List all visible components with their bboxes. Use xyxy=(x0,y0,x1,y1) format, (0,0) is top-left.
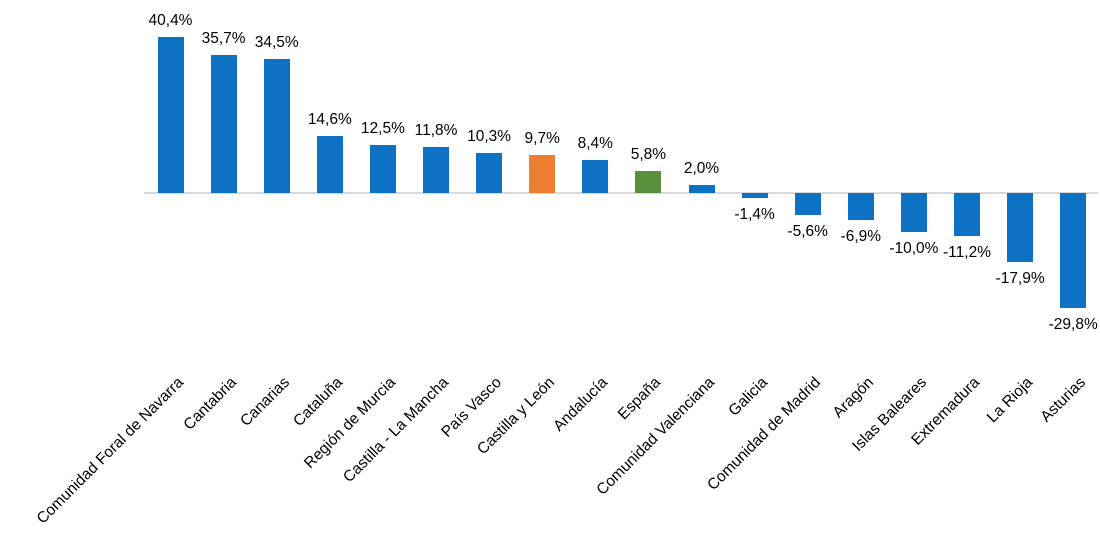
value-label: 34,5% xyxy=(254,34,299,52)
value-label: 2,0% xyxy=(683,160,720,178)
bar xyxy=(210,54,237,193)
x-axis-line xyxy=(144,192,1098,194)
bar xyxy=(316,136,343,193)
bar xyxy=(157,36,184,193)
bar xyxy=(1007,193,1034,263)
bar xyxy=(476,153,503,193)
value-label: -10,0% xyxy=(889,239,939,257)
value-label: 35,7% xyxy=(201,29,246,47)
value-label: -17,9% xyxy=(995,270,1045,288)
bar xyxy=(794,193,821,215)
bar xyxy=(954,193,980,237)
bar xyxy=(529,155,556,193)
bar xyxy=(741,193,768,199)
value-label: 12,5% xyxy=(360,119,405,137)
value-label: 10,3% xyxy=(467,128,512,146)
value-label: 8,4% xyxy=(577,135,613,153)
bar xyxy=(847,193,874,220)
value-label: 11,8% xyxy=(414,122,458,140)
value-label: 40,4% xyxy=(148,11,193,29)
value-label: 9,7% xyxy=(524,130,560,148)
bar xyxy=(1060,193,1087,309)
value-label: -29,8% xyxy=(1048,316,1098,334)
bar xyxy=(582,160,609,193)
value-label: -5,6% xyxy=(787,222,828,240)
bar xyxy=(900,193,927,232)
bar xyxy=(635,170,662,193)
value-label: -6,9% xyxy=(840,227,882,245)
bar xyxy=(423,147,449,193)
value-label: -1,4% xyxy=(734,206,775,224)
value-label: 5,8% xyxy=(630,145,667,163)
value-label: 14,6% xyxy=(307,111,352,129)
bar xyxy=(688,185,715,193)
value-label: -11,2% xyxy=(943,244,991,262)
bar xyxy=(369,144,396,193)
bar xyxy=(263,59,290,193)
